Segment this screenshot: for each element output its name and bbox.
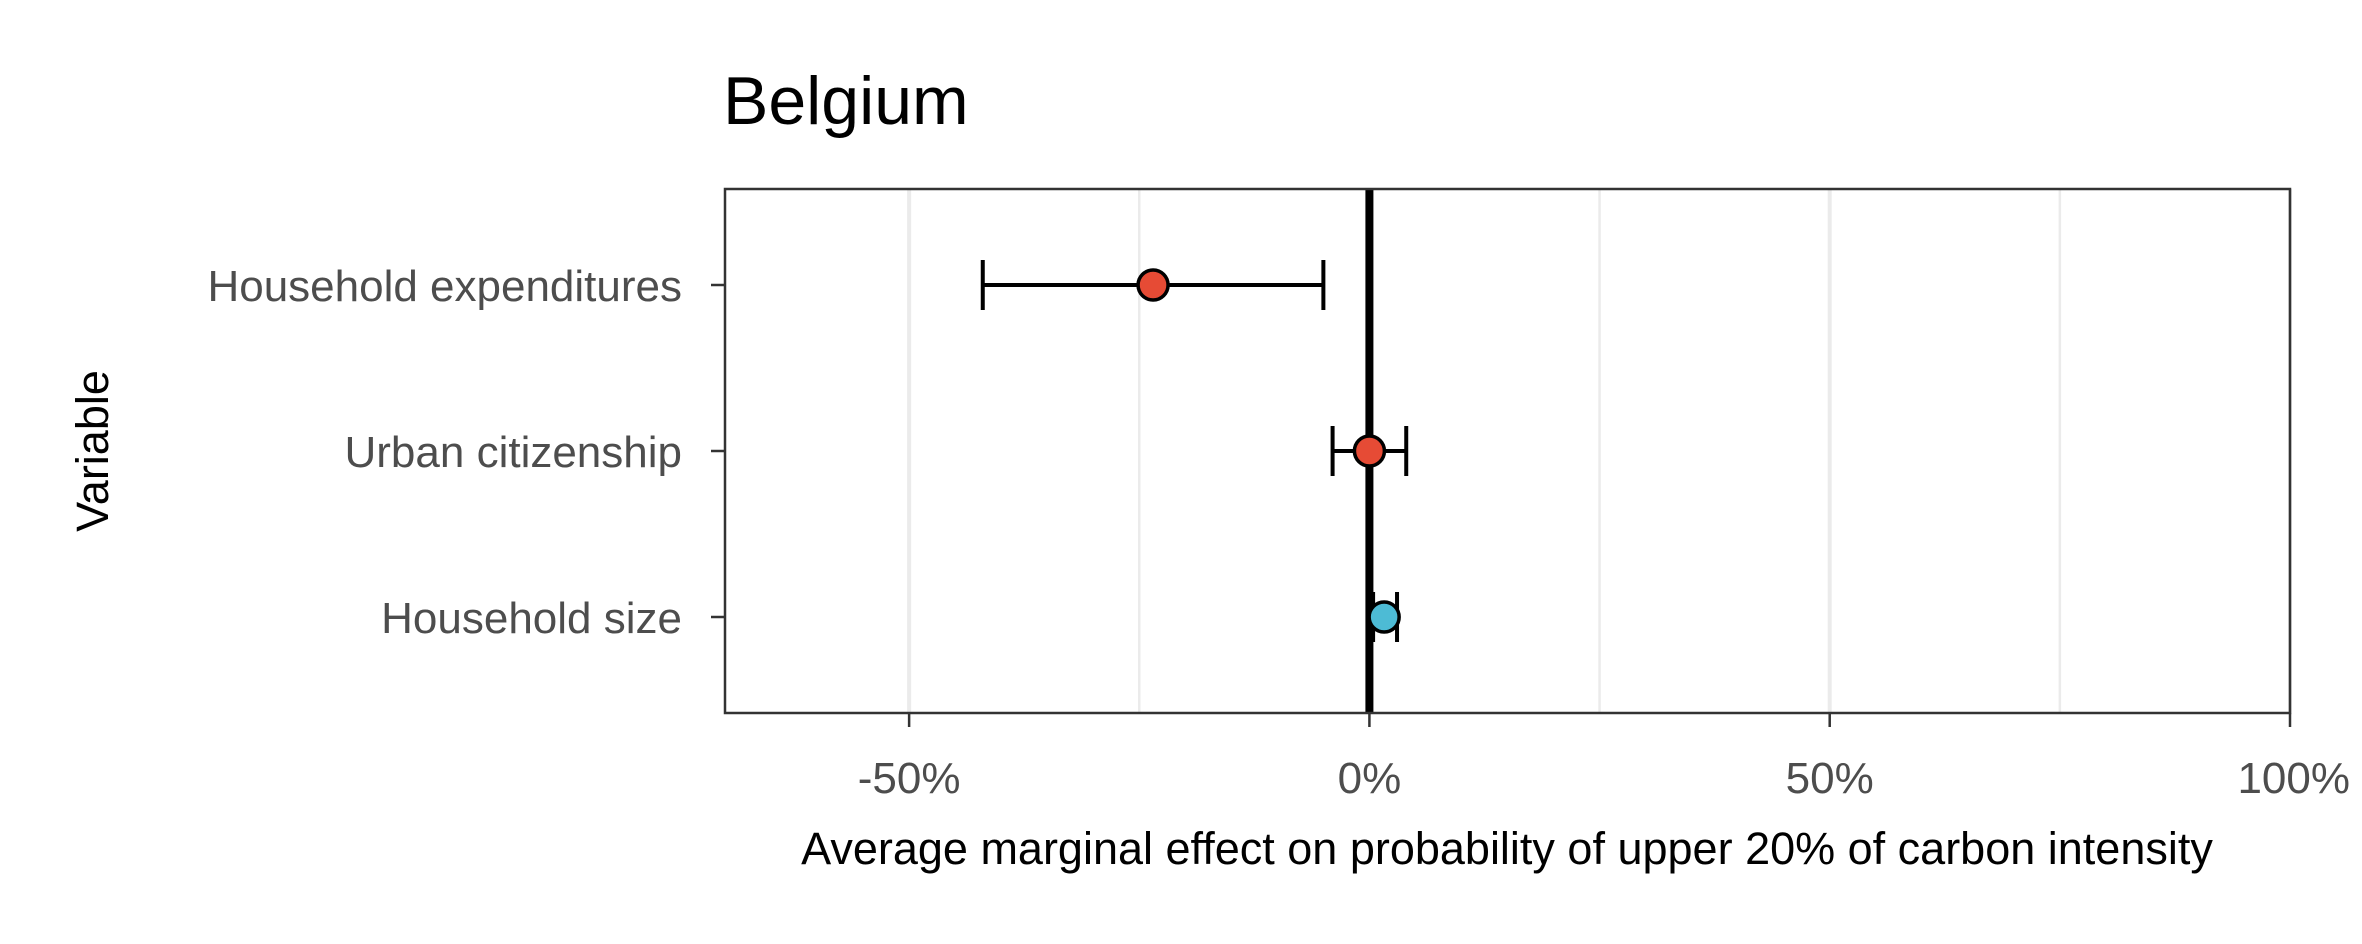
y-tick-label-1: Urban citizenship — [345, 428, 683, 477]
errorbar-layer — [980, 260, 1409, 642]
estimate-point-0 — [1136, 268, 1170, 302]
plot-panel-border — [723, 187, 2292, 715]
y-tick-label-2: Household size — [381, 594, 682, 643]
y-tick-label-0: Household expenditures — [207, 262, 682, 311]
point-layer — [1136, 268, 1401, 634]
grid-layer — [907, 189, 2292, 713]
x-tick-label-0: -50% — [858, 754, 961, 803]
x-tick-label-1: 0% — [1338, 754, 1402, 803]
x-axis-title: Average marginal effect on probability o… — [801, 823, 2213, 874]
x-tick-label-3: 100% — [2237, 754, 2350, 803]
estimate-point-2 — [1367, 600, 1401, 634]
x-axis: -50% 0% 50% 100% — [858, 713, 2350, 803]
y-axis: Household expenditures Urban citizenship H… — [207, 262, 725, 643]
chart-title: Belgium — [723, 63, 969, 139]
estimate-point-1 — [1352, 434, 1387, 468]
x-tick-label-2: 50% — [1786, 754, 1874, 803]
y-axis-title: Variable — [67, 370, 118, 532]
